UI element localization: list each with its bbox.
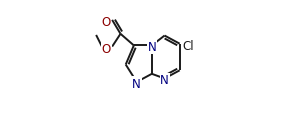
- Text: N: N: [147, 41, 156, 54]
- Text: N: N: [160, 74, 169, 87]
- Text: N: N: [132, 77, 141, 90]
- Text: Cl: Cl: [183, 39, 194, 52]
- Text: O: O: [102, 42, 111, 55]
- Text: O: O: [101, 16, 111, 29]
